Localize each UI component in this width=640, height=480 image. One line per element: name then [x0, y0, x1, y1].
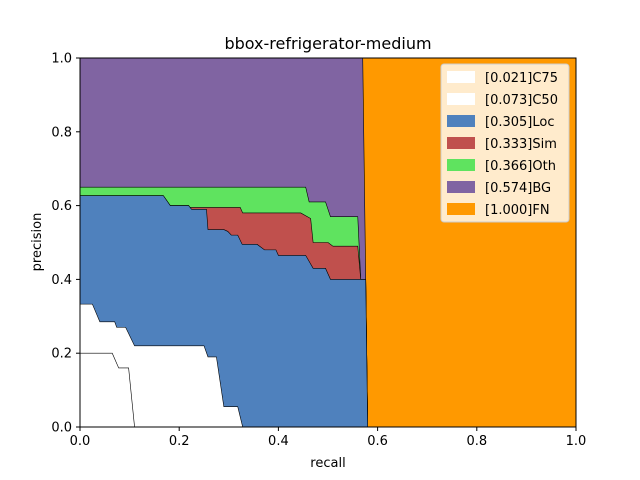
chart-title: bbox-refrigerator-medium — [224, 34, 431, 53]
y-axis: 0.0 0.2 0.4 0.6 0.8 1.0 — [51, 52, 80, 436]
legend-label-0-021-c75: [0.021]C75 — [485, 71, 558, 86]
legend-swatch-0-073-c50 — [447, 93, 475, 105]
y-tick-label: 0.4 — [51, 273, 72, 288]
x-tick-label: 0.2 — [169, 434, 190, 449]
x-axis: 0.0 0.2 0.4 0.6 0.8 1.0 — [70, 427, 587, 449]
x-tick-label: 0.8 — [466, 434, 487, 449]
y-tick-label: 0.6 — [51, 199, 72, 214]
legend-swatch-0-333-sim — [447, 137, 475, 149]
y-axis-label: precision — [30, 213, 45, 272]
legend-label-1-000-fn: [1.000]FN — [485, 203, 550, 218]
legend-swatch-0-021-c75 — [447, 71, 475, 83]
legend-swatch-0-305-loc — [447, 115, 475, 127]
legend-label-0-333-sim: [0.333]Sim — [485, 137, 557, 152]
x-tick-label: 0.0 — [70, 434, 91, 449]
legend-swatch-1-000-fn — [447, 203, 475, 215]
legend: [0.021]C75 [0.073]C50 [0.305]Loc [0.333]Sim… — [440, 63, 570, 223]
legend-label-0-305-loc: [0.305]Loc — [485, 115, 554, 130]
x-tick-label: 0.4 — [268, 434, 289, 449]
y-tick-label: 0.2 — [51, 347, 72, 362]
legend-swatch-0-366-oth — [447, 159, 475, 171]
plot-frame — [79, 57, 577, 428]
x-axis-label: recall — [310, 456, 345, 471]
x-tick-label: 0.6 — [367, 434, 388, 449]
legend-label-0-574-bg: [0.574]BG — [485, 181, 551, 196]
x-tick-label: 1.0 — [566, 434, 587, 449]
y-tick-label: 0.0 — [51, 421, 72, 436]
legend-label-0-366-oth: [0.366]Oth — [485, 159, 556, 174]
y-tick-label: 1.0 — [51, 52, 72, 67]
legend-label-0-073-c50: [0.073]C50 — [485, 93, 558, 108]
y-tick-label: 0.8 — [51, 125, 72, 140]
legend-swatch-0-574-bg — [447, 181, 475, 193]
